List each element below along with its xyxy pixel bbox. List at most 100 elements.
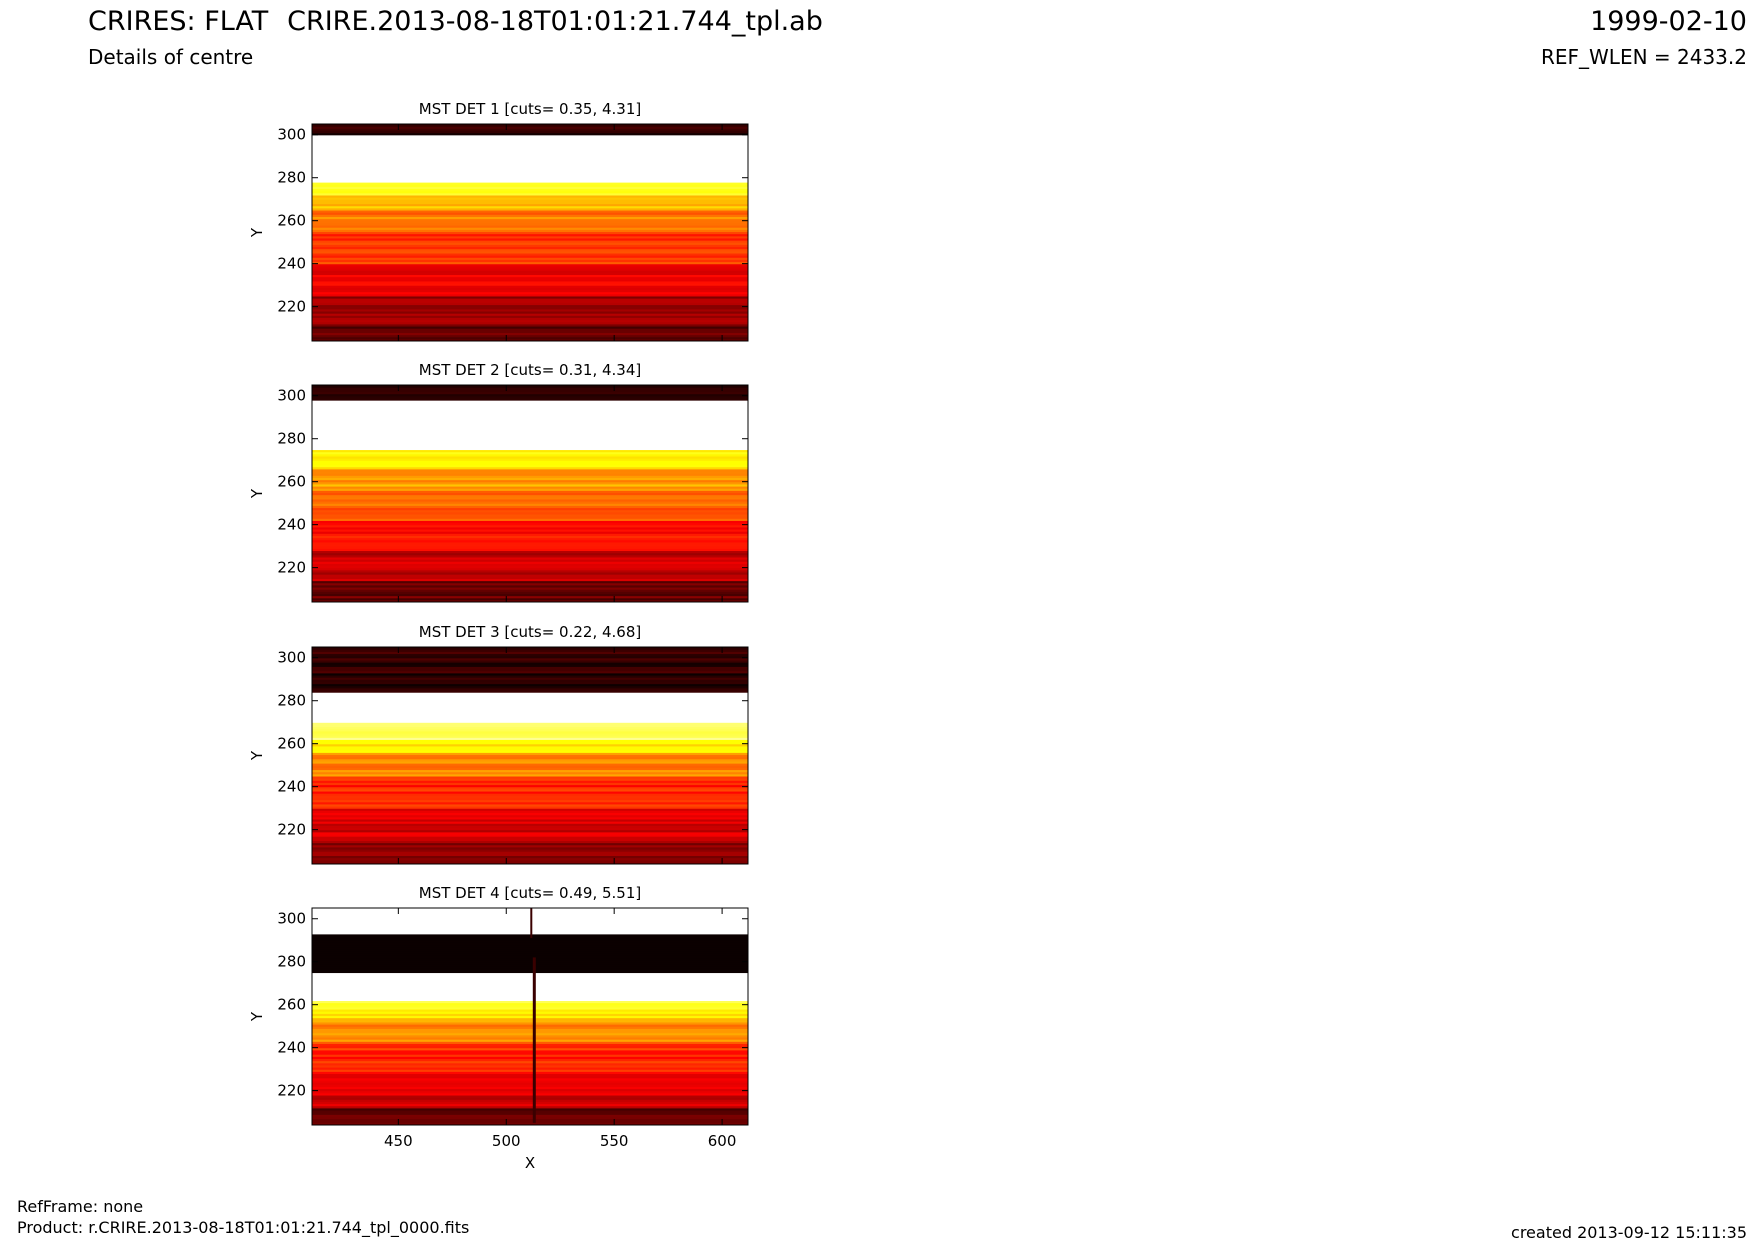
heatmap-row xyxy=(312,561,748,564)
heatmap-row xyxy=(312,257,748,260)
heatmap-row xyxy=(312,415,748,418)
heatmap-row xyxy=(312,164,748,168)
heatmap-row xyxy=(312,1015,748,1019)
heatmap-row xyxy=(312,674,748,678)
heatmap-row xyxy=(312,270,748,273)
heatmap-row xyxy=(312,1049,748,1053)
heatmap-row xyxy=(312,653,748,657)
x-tick-label: 450 xyxy=(384,1132,413,1150)
heatmap-row xyxy=(312,156,748,159)
heatmap-row xyxy=(312,554,748,558)
heatmap-row xyxy=(312,1045,748,1049)
heatmap-row xyxy=(312,1114,748,1118)
heatmap-row xyxy=(312,741,748,745)
heatmap-row xyxy=(312,308,748,312)
heatmap-row xyxy=(312,400,748,403)
heatmap-row xyxy=(312,445,748,448)
heatmap-row xyxy=(312,158,748,162)
heatmap-row xyxy=(312,920,748,924)
heatmap-row xyxy=(312,432,748,436)
heatmap-row xyxy=(312,786,748,790)
heatmap-row xyxy=(312,681,748,685)
y-tick-label: 220 xyxy=(277,1082,306,1100)
heatmap-row xyxy=(312,265,748,269)
heatmap-row xyxy=(312,927,748,931)
heatmap-row xyxy=(312,201,748,205)
y-axis-label: Y xyxy=(248,488,266,499)
heatmap-row xyxy=(312,760,748,764)
heatmap-row xyxy=(312,246,748,250)
heatmap-row xyxy=(312,795,748,798)
heatmap-row xyxy=(312,282,748,286)
heatmap-row xyxy=(312,1054,748,1057)
heatmap-row xyxy=(312,410,748,414)
heatmap-row xyxy=(312,938,748,941)
heatmap-row xyxy=(312,694,748,698)
x-tick-label: 500 xyxy=(492,1132,521,1150)
heatmap-row xyxy=(312,816,748,820)
heatmap-row xyxy=(312,914,748,918)
heatmap-row xyxy=(312,910,748,913)
heatmap-image xyxy=(312,908,748,1125)
heatmap-row xyxy=(312,1004,748,1008)
heatmap-row xyxy=(312,406,748,410)
heatmap-row xyxy=(312,593,748,597)
heatmap-row xyxy=(312,666,748,670)
heatmap-row xyxy=(312,408,748,412)
heatmap-row xyxy=(312,788,748,792)
heatmap-row xyxy=(312,805,748,809)
heatmap-row xyxy=(312,293,748,297)
heatmap-row xyxy=(312,925,748,928)
heatmap-row xyxy=(312,516,748,519)
heatmap-row xyxy=(312,1034,748,1038)
heatmap-row xyxy=(312,677,748,680)
heatmap-row xyxy=(312,720,748,723)
heatmap-row xyxy=(312,175,748,179)
heatmap-row xyxy=(312,139,748,142)
heatmap-row xyxy=(312,513,748,517)
x-axis-label: X xyxy=(525,1154,535,1172)
heatmap-row xyxy=(312,278,748,282)
heatmap-row xyxy=(312,767,748,771)
heatmap-row xyxy=(312,728,748,732)
y-tick-label: 260 xyxy=(277,212,306,230)
heatmap-row xyxy=(312,194,748,198)
heatmap-row xyxy=(312,1116,748,1120)
heatmap-row xyxy=(312,289,748,293)
heatmap-row xyxy=(312,143,748,147)
heatmap-row xyxy=(312,306,748,310)
heatmap-row xyxy=(312,683,748,687)
heatmap-row xyxy=(312,857,748,861)
heatmap-row xyxy=(312,844,748,848)
heatmap-row xyxy=(312,574,748,577)
heatmap-row xyxy=(312,522,748,526)
heatmap-panel-4: 220 240 260 280 300 450 500 550 600 MST DET 4 [cu… xyxy=(248,884,749,1172)
heatmap-row xyxy=(312,443,748,446)
heatmap-row xyxy=(312,799,748,803)
heatmap-row xyxy=(312,184,748,187)
heatmap-row xyxy=(312,1008,748,1012)
heatmap-row xyxy=(312,1101,748,1105)
heatmap-row xyxy=(312,404,748,408)
heatmap-row xyxy=(312,1094,748,1098)
heatmap-row xyxy=(312,1056,748,1059)
heatmap-panel-1: 220 240 260 280 300 MST DET 1 [cuts= 0.35, 4.… xyxy=(248,100,749,342)
heatmap-row xyxy=(312,1073,748,1077)
heatmap-row xyxy=(312,1017,748,1021)
heatmap-row xyxy=(312,732,748,736)
heatmap-row xyxy=(312,490,748,494)
heatmap-row xyxy=(312,782,748,786)
heatmap-row xyxy=(312,285,748,288)
date-title: 1999-02-10 xyxy=(1590,6,1747,37)
heatmap-row xyxy=(312,126,748,129)
heatmap-row xyxy=(312,831,748,835)
heatmap-row xyxy=(312,1066,748,1070)
heatmap-row xyxy=(312,793,748,796)
heatmap-row xyxy=(312,477,748,481)
heatmap-row xyxy=(312,700,748,704)
heatmap-row xyxy=(312,836,748,839)
heatmap-row xyxy=(312,1024,748,1027)
heatmap-row xyxy=(312,657,748,661)
heatmap-row xyxy=(312,599,748,602)
heatmap-row xyxy=(312,1058,748,1062)
